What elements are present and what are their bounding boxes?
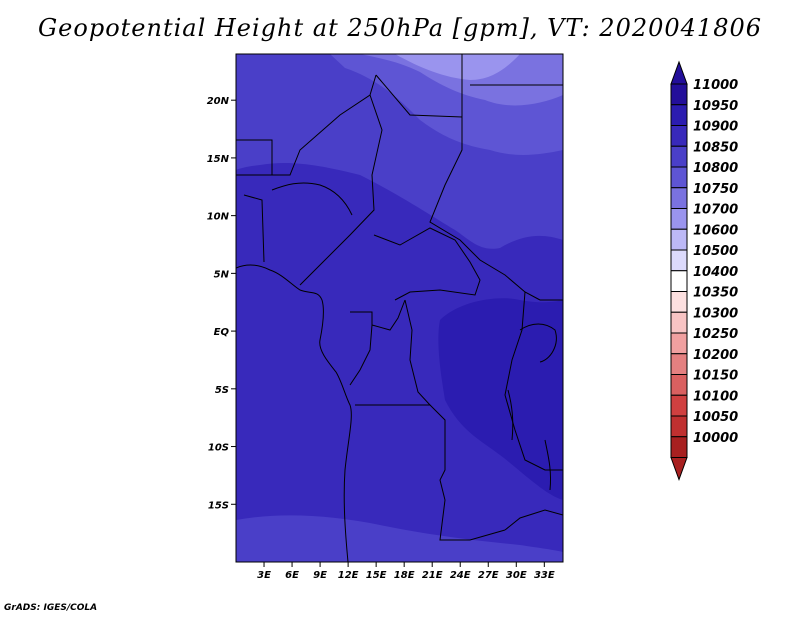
colorbar-label: 10000 xyxy=(693,431,738,446)
grads-credit: GrADS: IGES/COLA xyxy=(4,603,98,613)
colorbar-label: 10750 xyxy=(693,182,738,197)
latitude-axis: 20N 15N 10N 5N EQ 5S 10S 15S xyxy=(207,96,236,511)
colorbar-swatch xyxy=(670,332,688,355)
lon-tick-label: 3E xyxy=(257,570,271,581)
border-benin xyxy=(243,194,265,263)
colorbar-label: 10200 xyxy=(693,348,738,363)
lat-tick-label: 15S xyxy=(208,500,229,511)
border-drc-angola xyxy=(355,299,432,406)
lon-tick-label: 18E xyxy=(394,570,415,581)
lon-tick-label: 21E xyxy=(422,570,443,581)
colorbar-label: 10250 xyxy=(693,327,738,342)
lat-tick-label: 10S xyxy=(208,443,229,454)
lon-tick-label: 33E xyxy=(534,570,555,581)
colorbar-swatch xyxy=(670,374,688,396)
colorbar-swatch xyxy=(670,311,688,334)
colorbar-swatch xyxy=(670,291,688,313)
coastline xyxy=(236,264,352,562)
colorbar-bottom-arrow xyxy=(670,457,688,481)
field-contour-10700 xyxy=(395,54,520,80)
colorbar-swatch xyxy=(670,249,688,272)
colorbar-label: 10350 xyxy=(693,286,738,301)
political-boundaries xyxy=(236,54,563,562)
colorbar-swatch xyxy=(670,353,688,375)
colorbar-label: 10400 xyxy=(693,265,738,280)
colorbar: 11000 10950 10900 10850 10800 10750 10700 10600… xyxy=(670,60,738,481)
colorbar-label: 10300 xyxy=(693,306,738,321)
longitude-axis: 3E 6E 9E 12E 15E 18E 21E 24E 27E 30E 33E xyxy=(257,562,555,581)
colorbar-label: 10050 xyxy=(693,410,738,425)
colorbar-swatch xyxy=(670,83,688,106)
colorbar-label: 10500 xyxy=(693,244,738,259)
lon-tick-label: 27E xyxy=(478,570,499,581)
border-sudan xyxy=(429,117,541,301)
colorbar-swatch xyxy=(670,145,688,168)
border-east-africa xyxy=(504,291,563,471)
colorbar-label: 11000 xyxy=(693,78,738,93)
border-zambia xyxy=(429,404,506,541)
border-congo xyxy=(350,299,406,331)
lat-tick-label: 15N xyxy=(207,154,230,165)
colorbar-swatch xyxy=(670,125,688,147)
lat-tick-label: 5S xyxy=(215,385,229,396)
colorbar-label: 10950 xyxy=(693,99,738,114)
colorbar-label: 10900 xyxy=(693,120,738,135)
lon-tick-label: 9E xyxy=(313,570,327,581)
colorbar-swatch xyxy=(670,270,688,292)
colorbar-label: 10150 xyxy=(693,369,738,384)
colorbar-swatch xyxy=(670,415,688,438)
colorbar-swatch xyxy=(670,228,688,251)
colorbar-swatch xyxy=(670,208,688,230)
colorbar-top-arrow xyxy=(670,60,688,85)
border-zimbabwe xyxy=(504,509,563,531)
lon-tick-label: 12E xyxy=(338,570,359,581)
colorbar-label: 10600 xyxy=(693,223,738,238)
colorbar-swatch xyxy=(670,394,688,417)
lon-tick-label: 24E xyxy=(450,570,471,581)
border-mali xyxy=(236,139,273,175)
colorbar-swatch xyxy=(670,104,688,126)
lake-malawi xyxy=(544,439,551,491)
colorbar-swatch xyxy=(670,436,688,458)
colorbar-swatch xyxy=(670,187,688,209)
colorbar-label: 10800 xyxy=(693,161,738,176)
lon-tick-label: 6E xyxy=(285,570,299,581)
height-field xyxy=(236,54,563,562)
colorbar-label: 10100 xyxy=(693,389,738,404)
lat-tick-label: 5N xyxy=(214,269,230,280)
lat-tick-label: 20N xyxy=(207,96,230,107)
border-nigeria xyxy=(271,182,353,216)
field-contour-10950 xyxy=(438,298,563,500)
colorbar-label: 10850 xyxy=(693,140,738,155)
border-sahel xyxy=(236,54,463,176)
plot-frame xyxy=(235,53,564,563)
colorbar-swatch xyxy=(670,166,688,189)
border-car xyxy=(373,227,481,301)
colorbar-label: 10700 xyxy=(693,203,738,218)
lon-tick-label: 15E xyxy=(366,570,387,581)
map-title: Geopotential Height at 250hPa [gpm], VT:… xyxy=(38,14,762,42)
lon-tick-label: 30E xyxy=(506,570,527,581)
border-niger-chad xyxy=(299,94,383,286)
border-congo-south xyxy=(349,324,373,386)
field-contour-south-10850 xyxy=(236,515,563,562)
lat-tick-label: EQ xyxy=(214,327,230,338)
lake-tanganyika xyxy=(507,389,514,441)
lake-victoria xyxy=(519,323,557,363)
lat-tick-label: 10N xyxy=(207,212,230,223)
